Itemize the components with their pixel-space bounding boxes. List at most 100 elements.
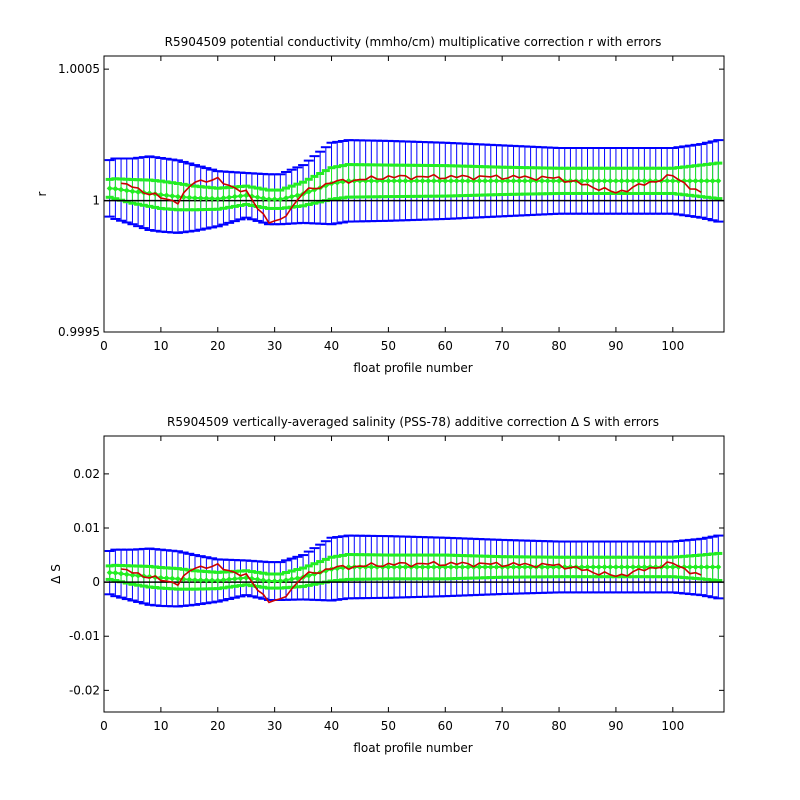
y-tick-labels: 0.02 0.01 0 -0.01 -0.02 [69, 467, 100, 697]
fit-marker [698, 563, 705, 570]
fit-marker [493, 177, 500, 184]
fit-marker [271, 196, 278, 203]
fit-marker [112, 185, 119, 192]
fit-marker [436, 177, 443, 184]
x-tick-label: 70 [495, 339, 510, 353]
fit-marker [465, 177, 472, 184]
fit-marker [487, 177, 494, 184]
fit-marker [294, 575, 301, 582]
fit-marker [214, 195, 221, 202]
fit-marker [612, 563, 619, 570]
chart-top: R5904509 potential conductivity (mmho/cm… [35, 35, 725, 375]
x-tick-label: 100 [661, 719, 684, 733]
fit-marker [692, 563, 699, 570]
fit-marker [544, 177, 551, 184]
fit-marker [601, 177, 608, 184]
fit-marker [715, 563, 722, 570]
error-bars-narrow [105, 161, 723, 212]
fit-marker [482, 177, 489, 184]
fit-marker [465, 563, 472, 570]
fit-marker [391, 563, 398, 570]
fit-marker [595, 177, 602, 184]
chart-title: R5904509 vertically-averaged salinity (P… [167, 415, 659, 429]
fit-marker [425, 177, 432, 184]
x-tick-label: 80 [551, 719, 566, 733]
fit-marker [265, 578, 272, 585]
y-tick-labels: 1.0005 1 0.9995 [58, 62, 100, 339]
estimate-line [121, 173, 702, 224]
fit-marker [618, 177, 625, 184]
fit-marker [283, 194, 290, 201]
fit-marker [635, 177, 642, 184]
fit-marker [590, 563, 597, 570]
fit-marker [396, 177, 403, 184]
fit-marker [698, 177, 705, 184]
fit-marker [106, 185, 113, 192]
fit-marker [237, 575, 244, 582]
fit-marker [174, 193, 181, 200]
y-axis-label: r [35, 191, 49, 196]
fit-marker [294, 192, 301, 199]
fit-marker [169, 193, 176, 200]
fit-marker [538, 177, 545, 184]
fit-marker [260, 577, 267, 584]
y-tick-label: 0.01 [73, 521, 100, 535]
fit-marker [254, 576, 261, 583]
axes-frame [103, 435, 725, 713]
fit-marker [641, 177, 648, 184]
fit-marker [686, 563, 693, 570]
fit-marker [664, 563, 671, 570]
fit-marker [601, 563, 608, 570]
fit-marker [550, 177, 557, 184]
fit-marker [118, 186, 125, 193]
fit-marker [430, 177, 437, 184]
x-tick-label: 10 [153, 719, 168, 733]
fit-marker [419, 563, 426, 570]
fit-marker [624, 563, 631, 570]
fit-marker [703, 177, 710, 184]
fit-marker [396, 563, 403, 570]
fit-marker [197, 195, 204, 202]
fit-marker [442, 177, 449, 184]
fit-marker [590, 177, 597, 184]
fit-marker [237, 192, 244, 199]
fit-marker [385, 177, 392, 184]
plot-area [103, 56, 724, 333]
fit-marker [220, 576, 227, 583]
fit-marker [254, 194, 261, 201]
fit-marker [521, 177, 528, 184]
plot-area [103, 436, 724, 712]
fit-marker [356, 177, 363, 184]
fit-marker [584, 563, 591, 570]
fit-marker [493, 563, 500, 570]
x-axis-label: float profile number [353, 361, 472, 375]
fit-marker [476, 563, 483, 570]
fit-marker [112, 569, 119, 576]
x-tick-label: 90 [608, 719, 623, 733]
x-tick-label: 50 [381, 339, 396, 353]
fit-marker [385, 563, 392, 570]
fit-marker [163, 192, 170, 199]
fit-marker [220, 195, 227, 202]
chart-title: R5904509 potential conductivity (mmho/cm… [165, 35, 662, 49]
x-tick-label: 0 [100, 719, 108, 733]
fit-marker [669, 177, 676, 184]
fit-marker [192, 576, 199, 583]
fit-marker [209, 577, 216, 584]
chart-bottom: R5904509 vertically-averaged salinity (P… [49, 415, 725, 755]
fit-marker [169, 575, 176, 582]
x-tick-label: 60 [438, 719, 453, 733]
fit-marker [510, 177, 517, 184]
estimate-line [121, 560, 702, 604]
error-bars-narrow [105, 551, 723, 591]
x-tick-label: 40 [324, 719, 339, 733]
y-tick-label: 0.9995 [58, 325, 100, 339]
fit-marker [413, 563, 420, 570]
fit-marker [123, 187, 130, 194]
fit-marker [123, 571, 130, 578]
fit-marker [277, 196, 284, 203]
fit-marker [402, 563, 409, 570]
fit-marker [504, 177, 511, 184]
fit-marker [430, 563, 437, 570]
